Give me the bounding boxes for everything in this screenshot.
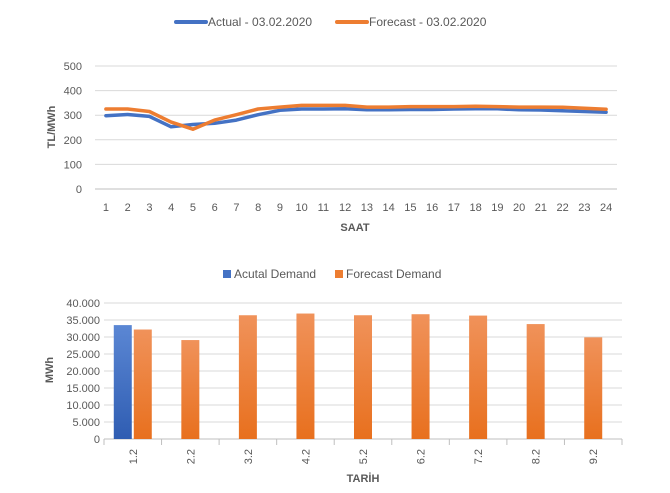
- x-tick-label: 8.2: [531, 449, 543, 464]
- legend-label: Actual - 03.02.2020: [208, 15, 312, 29]
- x-tick-label: 1: [103, 202, 109, 214]
- bar-chart-legend: Acutal Demand Forecast Demand: [223, 267, 441, 281]
- bar-forecast-demand: [238, 315, 257, 439]
- legend-label: Forecast Demand: [346, 267, 441, 281]
- bar-forecast-demand: [526, 324, 545, 439]
- legend-swatch: [223, 270, 231, 278]
- x-tick-label: 6.2: [416, 449, 428, 464]
- series-line-actual: [104, 107, 608, 129]
- x-tick-label: 3: [146, 202, 152, 214]
- series-line-forecast: [104, 103, 608, 131]
- y-tick-label: 5.000: [72, 417, 100, 429]
- x-tick-label: 22: [557, 202, 569, 214]
- bar-chart: Acutal Demand Forecast Demand 0 5.000 10.00…: [44, 267, 623, 485]
- x-tick-label: 4: [168, 202, 174, 214]
- x-tick-label: 5: [190, 202, 196, 214]
- bar-forecast-demand: [354, 315, 372, 439]
- line-chart-x-axis-title: SAAT: [340, 222, 369, 234]
- line-chart-gridlines: [95, 65, 617, 190]
- y-tick-label: 40.000: [66, 298, 100, 310]
- x-tick-label: 10: [296, 202, 308, 214]
- y-tick-label: 0: [94, 434, 100, 446]
- line-chart-y-axis-title: TL/MWh: [46, 105, 58, 148]
- x-tick-label: 14: [383, 202, 395, 214]
- bar-forecast-demand: [181, 340, 200, 439]
- bar-forecast-demand: [133, 329, 152, 439]
- x-tick-label: 8: [255, 202, 261, 214]
- bar-chart-y-ticks: 0 5.000 10.000 15.000 20.000 25.000 30.000 35.0…: [66, 298, 100, 446]
- line-chart-x-ticks: 1 2 3 4 5 6 7 8 9 10 11 12 13 14 15 16 17 18 19 20 21 22 23 24: [103, 202, 612, 214]
- bar-forecast-demand: [411, 314, 430, 439]
- y-tick-label: 300: [64, 110, 82, 122]
- y-tick-label: 500: [64, 61, 82, 73]
- x-tick-label: 16: [426, 202, 438, 214]
- line-chart: Actual - 03.02.2020 Forecast - 03.02.2020…: [46, 15, 617, 234]
- line-chart-series: [104, 103, 608, 131]
- x-tick-label: 18: [470, 202, 482, 214]
- x-tick-label: 24: [600, 202, 612, 214]
- x-tick-label: 3.2: [243, 449, 255, 464]
- x-tick-label: 21: [535, 202, 547, 214]
- y-tick-label: 20.000: [66, 366, 100, 378]
- y-tick-label: 10.000: [66, 400, 100, 412]
- line-chart-y-ticks: 0 100 200 300 400 500: [64, 61, 82, 196]
- x-tick-label: 17: [448, 202, 460, 214]
- y-tick-label: 200: [64, 135, 82, 147]
- y-tick-label: 100: [64, 159, 82, 171]
- x-tick-label: 9.2: [588, 449, 600, 464]
- bar-chart-y-axis-title: MWh: [44, 357, 56, 384]
- x-tick-label: 7: [233, 202, 239, 214]
- y-tick-label: 15.000: [66, 383, 100, 395]
- y-tick-label: 0: [76, 184, 82, 196]
- x-tick-label: 7.2: [473, 449, 485, 464]
- x-tick-label: 23: [578, 202, 590, 214]
- x-tick-label: 15: [404, 202, 416, 214]
- bar-forecast-demand: [584, 337, 603, 439]
- x-tick-label: 9: [277, 202, 283, 214]
- bar-forecast-demand: [469, 315, 488, 439]
- x-tick-label: 19: [491, 202, 503, 214]
- x-tick-label: 2: [125, 202, 131, 214]
- y-tick-label: 400: [64, 86, 82, 98]
- x-tick-label: 11: [318, 202, 329, 214]
- bar-chart-x-ticks: 1.2 2.2 3.2 4.2 5.2 6.2 7.2 8.2 9.2: [128, 449, 600, 464]
- bar-forecast-demand: [296, 313, 315, 439]
- legend-label: Acutal Demand: [234, 267, 316, 281]
- y-tick-label: 35.000: [66, 315, 100, 327]
- legend-swatch: [335, 270, 343, 278]
- bar-chart-x-axis-title: TARİH: [347, 472, 380, 485]
- bar-actual-demand: [113, 325, 132, 439]
- x-tick-label: 20: [513, 202, 525, 214]
- x-tick-label: 12: [339, 202, 351, 214]
- legend-label: Forecast - 03.02.2020: [369, 15, 487, 29]
- x-tick-label: 4.2: [300, 449, 312, 464]
- y-tick-label: 30.000: [66, 332, 100, 344]
- bar-chart-bars: [113, 313, 603, 439]
- x-tick-label: 2.2: [185, 449, 197, 464]
- x-tick-label: 1.2: [128, 449, 140, 464]
- x-tick-label: 5.2: [358, 449, 370, 464]
- y-tick-label: 25.000: [66, 349, 100, 361]
- x-tick-label: 13: [361, 202, 373, 214]
- x-tick-label: 6: [212, 202, 218, 214]
- line-chart-legend: Actual - 03.02.2020 Forecast - 03.02.2020: [174, 15, 487, 29]
